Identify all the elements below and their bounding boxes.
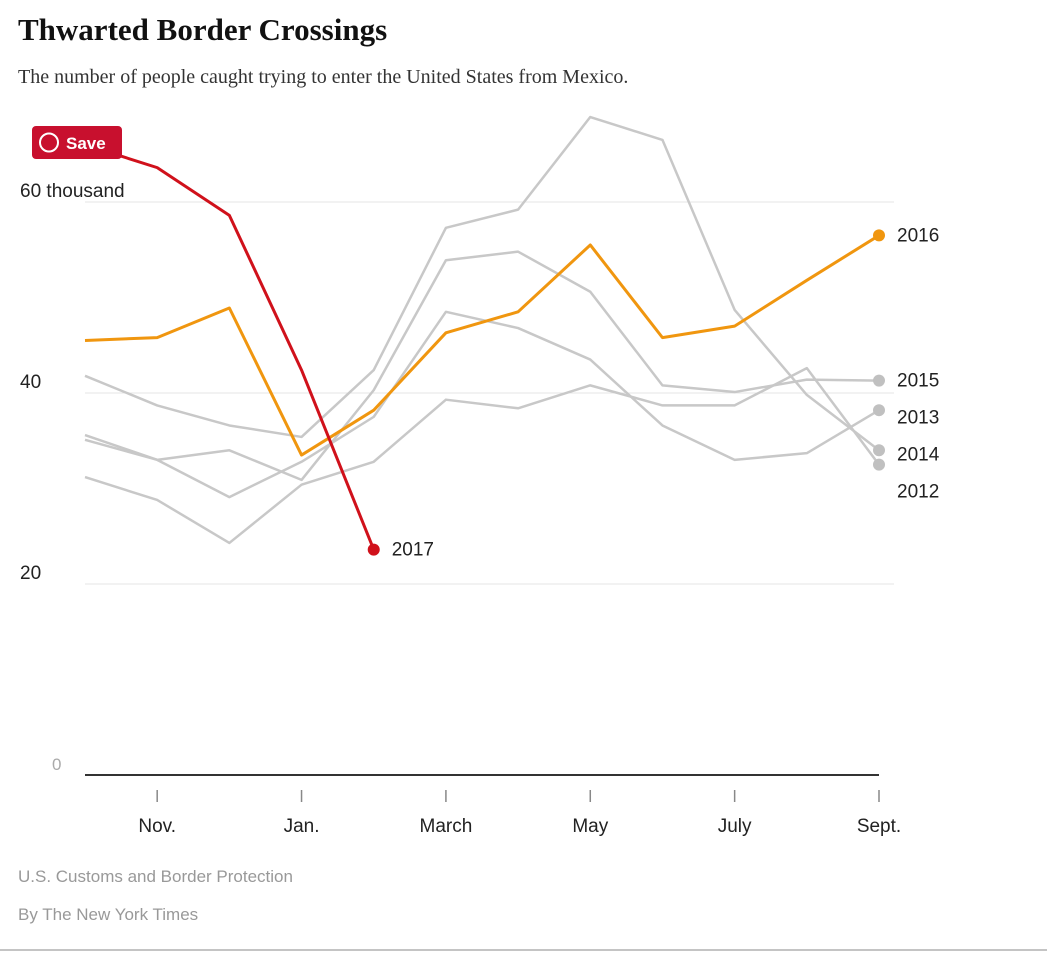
series-label: 2014 (897, 445, 940, 466)
end-dot (873, 444, 885, 457)
series-label: 2015 (897, 371, 939, 392)
save-icon (39, 132, 59, 153)
y-tick-label: 40 (20, 372, 41, 393)
x-tick-label: Nov. (138, 816, 176, 837)
chart-title: Thwarted Border Crossings (18, 12, 387, 47)
end-dot (873, 374, 885, 387)
end-dot (873, 229, 885, 242)
x-tick-label: July (718, 816, 752, 837)
series-label: 2017 (392, 540, 434, 561)
y-tick-label: 20 (20, 563, 41, 584)
y-tick-label: 0 (52, 755, 61, 774)
x-tick-label: Jan. (284, 816, 320, 837)
x-tick-label: May (572, 816, 608, 837)
series-line (84, 310, 880, 499)
save-label: Save (66, 134, 106, 153)
y-tick-label: 60 thousand (20, 181, 125, 202)
series-line (84, 115, 880, 452)
series-line (84, 143, 376, 551)
end-dot (367, 543, 380, 556)
series-label: 2012 (897, 482, 939, 503)
x-tick-label: Sept. (857, 816, 901, 837)
series-label: 2013 (897, 408, 939, 429)
series-line (84, 250, 880, 482)
source: U.S. Customs and Border Protection (18, 867, 293, 886)
chart-subtitle: The number of people caught trying to en… (18, 66, 628, 88)
byline: By The New York Times (18, 905, 198, 924)
end-dot (873, 404, 885, 417)
series-line (84, 366, 881, 545)
end-dot (873, 458, 885, 471)
x-tick-label: March (420, 816, 473, 837)
series-label: 2016 (897, 225, 939, 246)
series-line (84, 234, 880, 457)
save-button[interactable]: Save (32, 126, 122, 159)
